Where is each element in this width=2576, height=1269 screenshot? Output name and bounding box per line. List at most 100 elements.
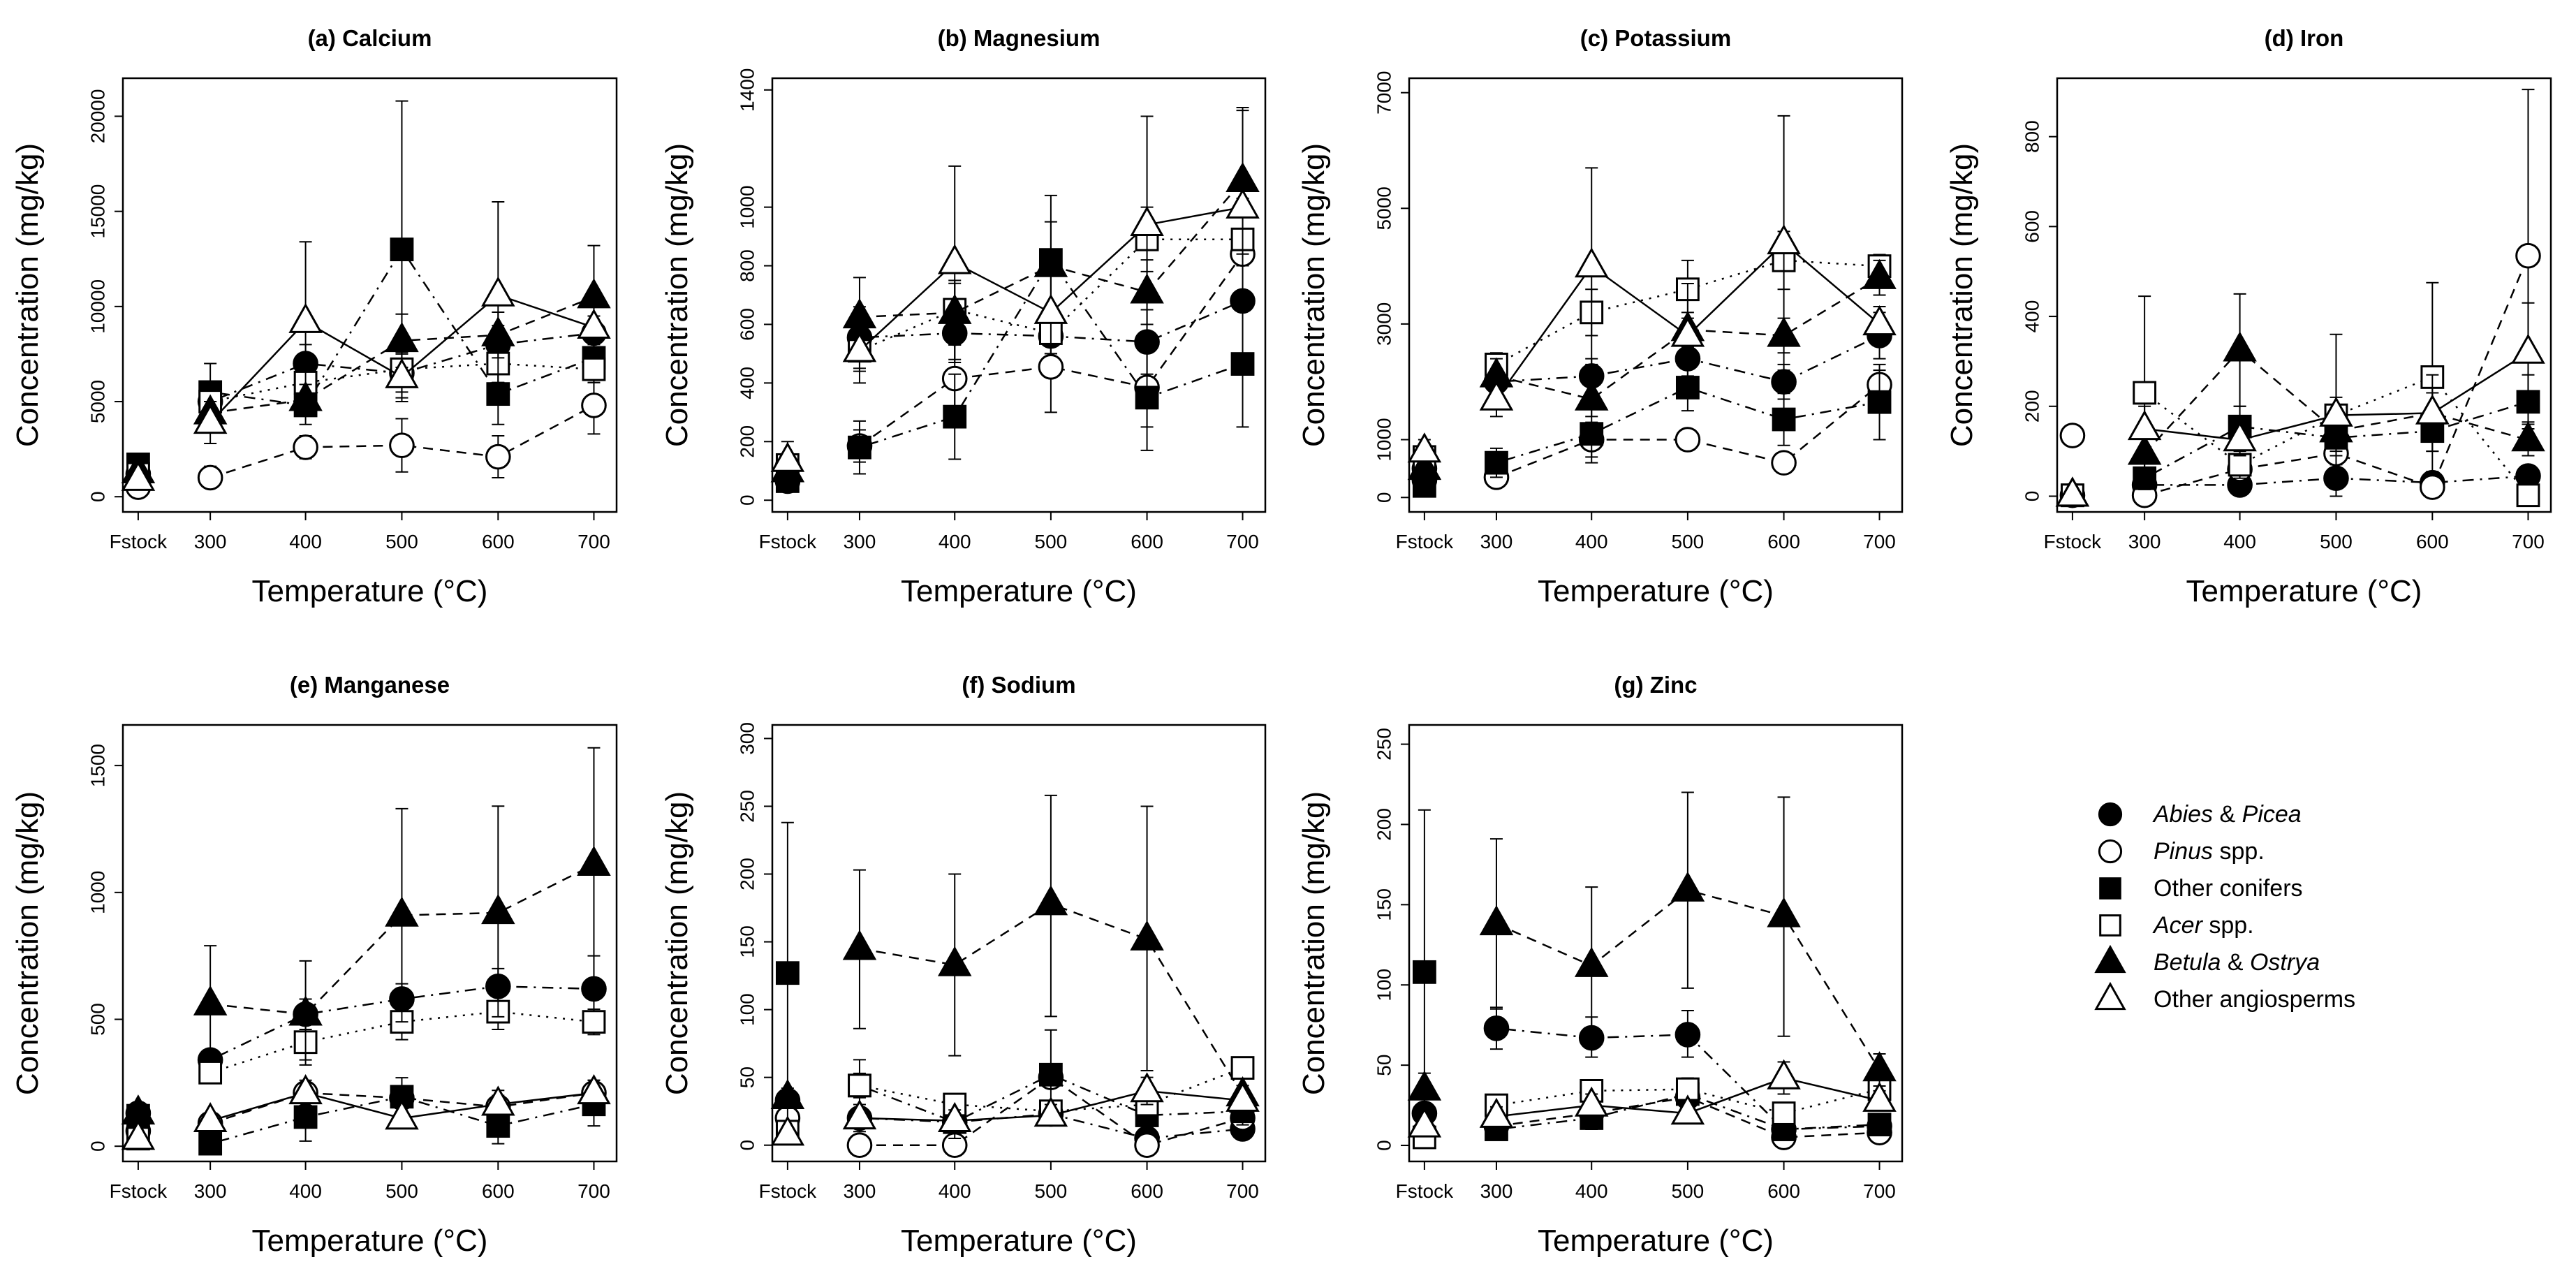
x-tick-label: 300 (194, 531, 227, 552)
data-point (197, 464, 223, 491)
data-point (1033, 885, 1068, 916)
x-tick-label: 300 (844, 1180, 876, 1202)
x-tick-label: 700 (1863, 1180, 1896, 1202)
series-triangle-filled (770, 794, 1260, 1109)
series-triangle-open (770, 1072, 1260, 1146)
y-tick-label: 1000 (87, 871, 109, 914)
x-tick-label: 700 (1226, 1180, 1259, 1202)
x-tick-label: 500 (385, 1180, 418, 1202)
legend-marker (2094, 944, 2126, 974)
legend-label-part: & (2213, 801, 2242, 828)
data-point (390, 1085, 414, 1109)
data-point (481, 894, 515, 925)
plot-frame (2056, 77, 2552, 513)
x-tick-label: 300 (1480, 1180, 1513, 1202)
x-tick-label: 600 (1767, 531, 1800, 552)
data-point (1772, 1101, 1796, 1125)
panel-1: (a) Calcium Temperature (°C) Concentration… (10, 25, 618, 608)
legend-item: Betula & Ostrya (2094, 944, 2320, 976)
y-tick-label: 150 (737, 925, 758, 958)
data-point (848, 435, 871, 460)
y-tick-label: 50 (1374, 1055, 1395, 1076)
x-tick-label: 500 (1672, 1180, 1705, 1202)
data-point (1485, 450, 1508, 475)
panel-title: (a) Calcium (308, 25, 432, 51)
data-point (1483, 1015, 1510, 1041)
y-tick-label: 0 (87, 491, 109, 502)
legend-label-part: Other angiosperms (2154, 986, 2355, 1013)
legend-marker (2099, 877, 2121, 900)
data-point (1771, 369, 1797, 395)
legend-label-part: Abies (2152, 801, 2213, 828)
data-point (1479, 380, 1514, 411)
data-point (1574, 380, 1609, 411)
legend-item: Other angiosperms (2094, 981, 2355, 1013)
legend-marker (2098, 802, 2123, 827)
legend-label: Other conifers (2154, 875, 2303, 902)
y-tick-label: 0 (737, 1140, 758, 1151)
data-point (1226, 1081, 1260, 1112)
y-tick-label: 600 (2022, 210, 2043, 243)
series-line (1496, 383, 1881, 478)
legend-label: Other angiosperms (2154, 986, 2355, 1013)
data-point (848, 1073, 871, 1098)
panel-title: (c) Potassium (1580, 25, 1731, 51)
x-axis-label: Temperature (°C) (901, 1224, 1137, 1258)
data-point (1033, 1096, 1068, 1127)
x-tick-label: 300 (844, 531, 876, 552)
data-point (1867, 390, 1892, 414)
data-point (770, 1115, 805, 1146)
legend-label: Abies & Picea (2152, 801, 2302, 828)
x-tick-label: 700 (577, 531, 610, 552)
y-tick-label: 250 (737, 790, 758, 823)
x-tick-label: 500 (2320, 531, 2353, 552)
series-triangle-open (770, 110, 1260, 481)
x-tick-label: 500 (1035, 531, 1068, 552)
series-circle-filled (2059, 463, 2541, 508)
data-point (198, 1131, 223, 1156)
y-axis-label: Concentration (mg/kg) (10, 791, 45, 1095)
series-line (209, 985, 594, 1061)
data-point (1574, 1086, 1609, 1117)
data-point (2516, 483, 2540, 508)
x-axis-label: Temperature (°C) (252, 1224, 488, 1258)
data-point (1675, 427, 1701, 453)
y-tick-label: 200 (737, 425, 758, 458)
data-point (1412, 960, 1436, 984)
legend-label-part: spp. (2213, 838, 2265, 865)
y-tick-label: 300 (737, 722, 758, 755)
data-point (1767, 897, 1801, 927)
x-tick-label: Fstock (759, 531, 817, 552)
plot-frame (122, 77, 618, 513)
y-axis-label: Concentration (mg/kg) (660, 791, 694, 1095)
data-point (581, 393, 607, 418)
y-tick-label: 100 (737, 993, 758, 1026)
data-point (1407, 1070, 1442, 1101)
legend-label: Acer spp. (2152, 912, 2254, 939)
series-triangle-open (121, 201, 611, 491)
y-tick-label: 100 (1374, 969, 1395, 1002)
panel-7: (g) Zinc Temperature (°C) Concentration (m… (1297, 672, 1904, 1258)
panel-title: (g) Zinc (1614, 672, 1697, 698)
x-tick-label: 700 (1226, 531, 1259, 552)
y-tick-label: 0 (1374, 492, 1395, 504)
series-circle-open (125, 1079, 607, 1144)
series-square-open (1412, 230, 1892, 469)
x-tick-label: 400 (289, 531, 322, 552)
x-tick-label: 400 (289, 1180, 322, 1202)
data-point (1670, 1094, 1705, 1125)
y-axis-label: Concentration (mg/kg) (1297, 143, 1331, 447)
y-tick-label: 7000 (1374, 71, 1395, 115)
x-tick-label: 500 (385, 531, 418, 552)
data-point (1675, 1022, 1701, 1048)
data-point (1574, 946, 1609, 977)
series-square-open (775, 1056, 1255, 1144)
x-tick-label: 400 (939, 531, 971, 552)
series-circle-open (2059, 89, 2541, 508)
y-tick-label: 20000 (87, 89, 109, 144)
series-triangle-open (121, 1074, 611, 1150)
x-tick-label: 400 (939, 1180, 971, 1202)
data-point (1230, 352, 1255, 376)
series-square-filled (126, 1077, 606, 1156)
series-circle-open (774, 1064, 1256, 1159)
